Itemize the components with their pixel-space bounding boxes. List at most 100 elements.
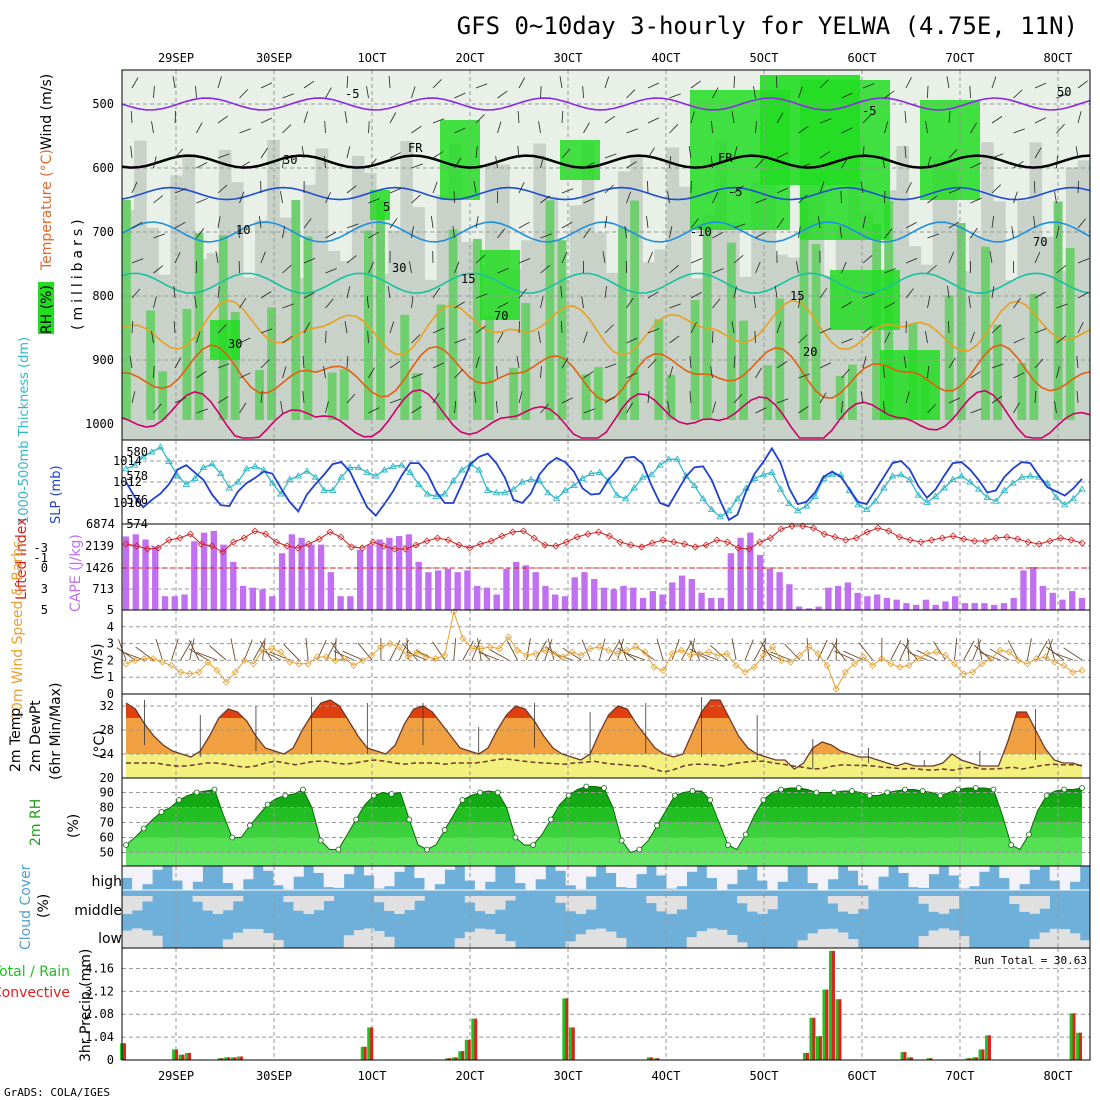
cloud-cell-middle bbox=[656, 896, 667, 912]
wind-barb bbox=[884, 268, 896, 274]
wind-barb bbox=[862, 254, 873, 264]
thickness-point bbox=[526, 475, 535, 483]
wind-barb bbox=[841, 127, 853, 134]
wind-barb bbox=[303, 322, 311, 334]
contour-label: 30 bbox=[283, 153, 297, 167]
cape-bar bbox=[1020, 570, 1027, 610]
precip-conv-bar bbox=[975, 1057, 978, 1060]
rh-cell bbox=[448, 229, 458, 420]
thickness-point bbox=[552, 494, 561, 502]
wind-barb bbox=[970, 227, 978, 239]
wind-speed-point bbox=[759, 651, 767, 659]
wind-barb bbox=[260, 328, 273, 334]
wind-barb bbox=[733, 356, 736, 369]
thickness-point bbox=[561, 486, 570, 493]
rh-point bbox=[176, 797, 183, 803]
wind-barb bbox=[388, 76, 391, 89]
cape-bar bbox=[591, 579, 598, 610]
cloud-cell-high bbox=[716, 866, 728, 890]
rh-point bbox=[193, 789, 200, 796]
lifted-index-point bbox=[294, 544, 302, 552]
wind-barb bbox=[217, 115, 228, 124]
wind-barb bbox=[174, 251, 181, 264]
cape-bar bbox=[483, 587, 491, 610]
cape-bar bbox=[756, 554, 764, 610]
rh-point bbox=[813, 789, 820, 796]
lifted-index-point bbox=[820, 530, 828, 538]
wind-barb bbox=[796, 261, 799, 274]
rh-cell bbox=[412, 373, 422, 420]
wind-barb bbox=[430, 216, 434, 229]
rh-point bbox=[530, 842, 537, 848]
wind-speed-point bbox=[595, 643, 604, 651]
thickness-point bbox=[440, 490, 449, 497]
thickness-point bbox=[914, 491, 923, 498]
wind-barb bbox=[239, 161, 250, 169]
wind-barb-10m bbox=[389, 640, 401, 661]
wind-barb bbox=[1056, 366, 1060, 379]
wind-barb bbox=[325, 87, 332, 99]
wind-speed-point bbox=[277, 648, 285, 656]
thickness-point bbox=[578, 474, 587, 481]
date-label-bottom: 29SEP bbox=[158, 1069, 194, 1083]
wind-speed-point bbox=[350, 661, 358, 670]
wind-barb bbox=[1054, 191, 1057, 204]
wind-barb-10m bbox=[1048, 638, 1056, 661]
wind-speed-point bbox=[632, 643, 640, 651]
cloud-cell-high bbox=[757, 866, 768, 881]
wind-barb bbox=[755, 158, 764, 169]
wind-barb bbox=[862, 293, 875, 299]
wind-barb bbox=[259, 216, 262, 229]
cloud-cell-low bbox=[232, 932, 244, 948]
cloud-cell-high bbox=[515, 866, 526, 884]
wind-barb bbox=[755, 261, 761, 274]
wind-barb bbox=[411, 373, 423, 379]
wind-barb bbox=[841, 301, 853, 309]
wind-barb bbox=[323, 366, 326, 379]
wind-barb bbox=[516, 356, 520, 369]
wind-barb bbox=[411, 334, 421, 344]
wind-barb-10m bbox=[283, 643, 300, 661]
cloud-cell-middle bbox=[212, 896, 224, 914]
cape-bar bbox=[912, 604, 920, 610]
dewpt-line bbox=[126, 758, 1083, 773]
lifted-index-point bbox=[1046, 537, 1054, 545]
wind-speed-point bbox=[568, 648, 576, 656]
wind-barb bbox=[282, 93, 294, 99]
upper-air-panel: -5 -5 FR FR 5 -5 10 -10 15 15 30 20 30 70 70 30 50 500 600… bbox=[85, 69, 1091, 441]
lifted-index-point bbox=[154, 544, 162, 552]
precip-conv-bar bbox=[825, 989, 829, 1060]
wind-speed-point bbox=[741, 668, 749, 676]
thickness-point bbox=[1009, 479, 1017, 486]
wind-barb bbox=[368, 367, 375, 379]
wind-barb bbox=[970, 122, 978, 134]
date-label-top: 1OCT bbox=[358, 51, 387, 65]
cloud-cell-high bbox=[333, 866, 345, 888]
wind-speed-point bbox=[878, 655, 886, 663]
wind-speed-point bbox=[732, 661, 740, 670]
lifted-index-point bbox=[390, 545, 399, 553]
cape-bar bbox=[708, 597, 715, 610]
wind-speed-point bbox=[359, 656, 367, 664]
wind-barb bbox=[1077, 291, 1089, 299]
precip-total-bar bbox=[822, 989, 829, 1060]
lifted-index-point bbox=[638, 543, 646, 551]
cloud-cell-middle bbox=[938, 896, 950, 914]
cloud-cell-low bbox=[1059, 929, 1071, 948]
rh-cell bbox=[472, 238, 482, 420]
wind-barb bbox=[260, 391, 263, 404]
wind-barb-10m bbox=[608, 640, 620, 661]
thickness-point bbox=[1078, 485, 1086, 492]
lifted-index-point bbox=[992, 534, 1000, 542]
wind-barb bbox=[776, 112, 784, 124]
rh-point bbox=[229, 834, 236, 841]
thickness-point bbox=[1017, 473, 1026, 480]
wind-barb bbox=[282, 124, 292, 134]
thickness-point bbox=[423, 490, 432, 497]
rh-tick-label: 70 bbox=[100, 816, 114, 830]
wind-barb bbox=[495, 156, 498, 169]
cloud-cell-high bbox=[727, 866, 738, 885]
wind-speed-point bbox=[386, 640, 394, 648]
rh-cell bbox=[279, 217, 292, 440]
run-total-label: Run Total = 30.63 bbox=[974, 954, 1087, 967]
